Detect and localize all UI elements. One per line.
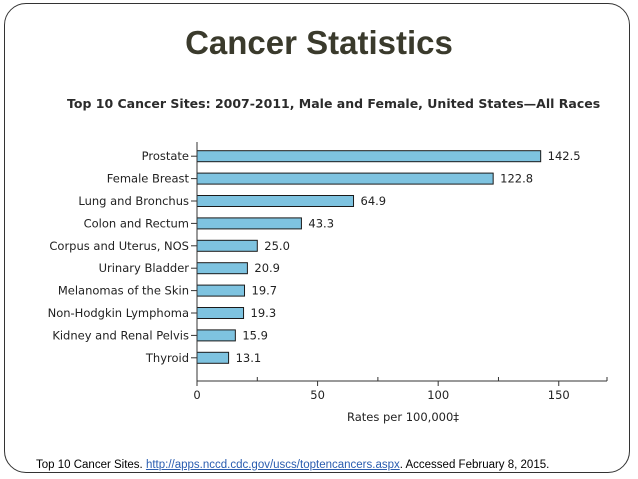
value-label: 19.3 [251,306,277,320]
category-label: Prostate [142,149,189,163]
category-label: Female Breast [107,172,190,186]
source-citation: Top 10 Cancer Sites. http://apps.nccd.cd… [36,459,549,471]
value-label: 25.0 [264,239,290,253]
value-label: 43.3 [308,216,334,230]
source-suffix: . Accessed February 8, 2015. [399,459,550,471]
value-label: 20.9 [254,261,280,275]
x-tick-label: 150 [548,388,570,402]
value-label: 13.1 [236,351,262,365]
category-label: Urinary Bladder [99,261,190,275]
slide-frame [4,3,630,473]
bar [196,262,248,275]
value-label: 122.8 [500,172,533,186]
value-label: 15.9 [242,328,268,342]
category-label: Lung and Bronchus [78,194,189,208]
bar [196,195,355,207]
chart-title: Top 10 Cancer Sites: 2007-2011, Male and… [67,96,600,111]
x-axis-label: Rates per 100,000‡ [347,410,459,424]
category-label: Melanomas of the Skin [58,284,189,298]
bar [196,239,258,252]
bar [196,329,236,342]
value-label: 142.5 [548,149,581,163]
x-tick-label: 0 [193,388,200,402]
bar [196,172,494,185]
category-label: Corpus and Uterus, NOS [49,239,189,253]
bar [196,284,246,297]
bar [196,217,302,230]
bar [196,150,542,163]
slide-title: Cancer Statistics [185,24,453,61]
bar [196,351,230,364]
x-tick-label: 50 [310,388,325,402]
source-prefix: Top 10 Cancer Sites. [36,459,146,471]
category-label: Non-Hodgkin Lymphoma [48,306,189,320]
value-label: 19.7 [252,284,278,298]
value-label: 64.9 [361,194,387,208]
category-label: Colon and Rectum [84,216,189,230]
x-tick-label: 100 [427,388,449,402]
category-label: Kidney and Renal Pelvis [52,328,189,342]
source-link[interactable]: http://apps.nccd.cdc.gov/uscs/toptencanc… [145,459,400,471]
bar [196,307,245,319]
category-label: Thyroid [145,351,189,365]
